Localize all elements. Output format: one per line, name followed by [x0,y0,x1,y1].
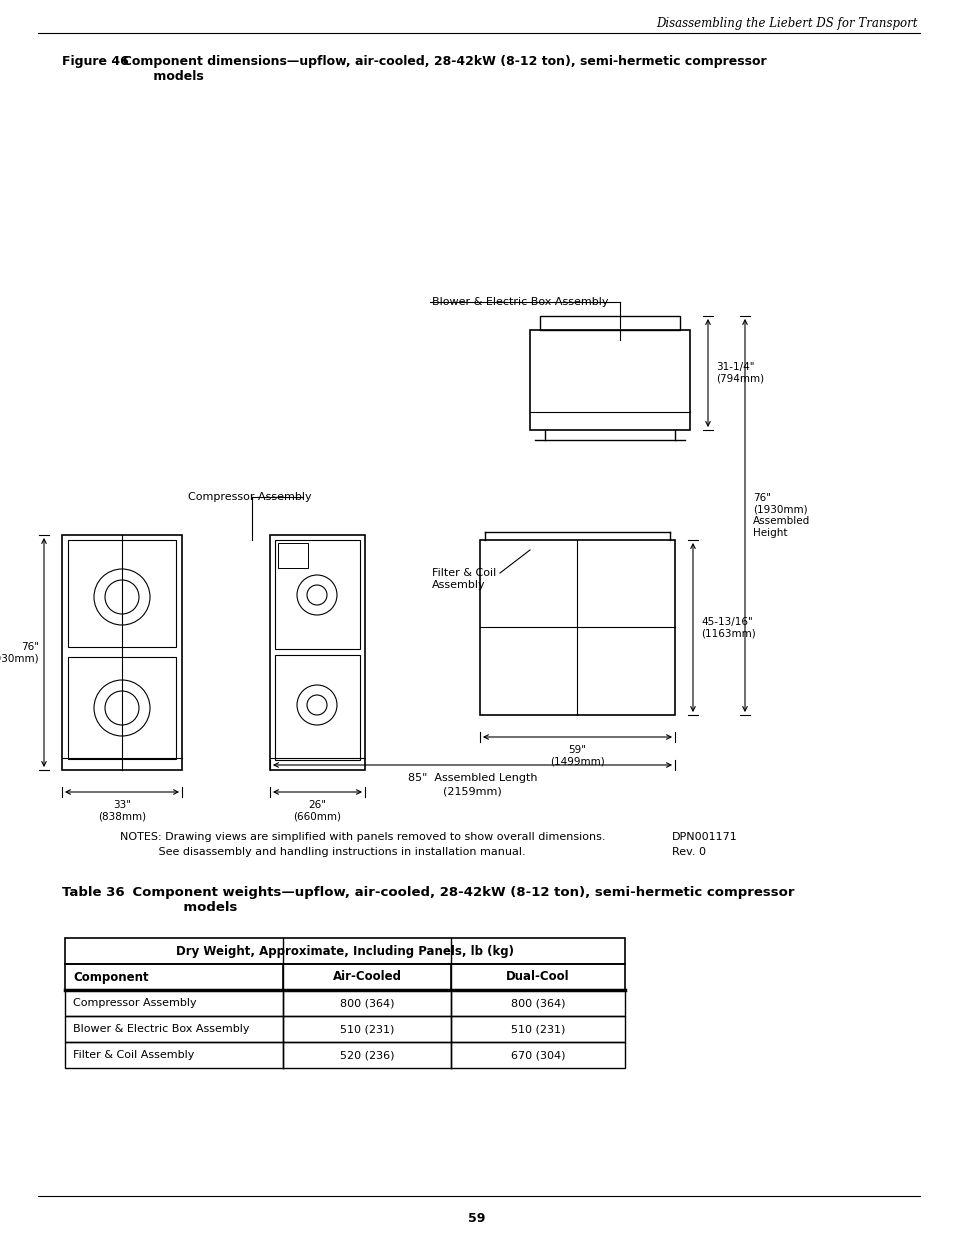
Text: Blower & Electric Box Assembly: Blower & Electric Box Assembly [432,296,608,308]
Text: DPN001171: DPN001171 [671,832,737,842]
Text: Filter & Coil Assembly: Filter & Coil Assembly [73,1050,194,1060]
Text: (2159mm): (2159mm) [442,787,501,797]
Text: 59"
(1499mm): 59" (1499mm) [550,745,604,767]
Text: Component: Component [73,971,149,983]
Bar [539,316,679,330]
Bar [65,965,624,990]
Text: 59: 59 [468,1212,485,1225]
Text: Filter & Coil
Assembly: Filter & Coil Assembly [432,568,496,589]
Bar [65,1042,624,1068]
Text: Disassembling the Liebert DS for Transport: Disassembling the Liebert DS for Transpo… [656,17,917,31]
Text: 670 (304): 670 (304) [510,1050,565,1060]
Bar [274,540,359,650]
Text: Blower & Electric Box Assembly: Blower & Electric Box Assembly [73,1024,250,1034]
Text: 800 (364): 800 (364) [339,998,394,1008]
Text: 76"
(1930mm): 76" (1930mm) [0,642,39,663]
Bar [65,1016,624,1042]
Bar [65,939,624,965]
Text: NOTES: Drawing views are simplified with panels removed to show overall dimensio: NOTES: Drawing views are simplified with… [120,832,605,842]
Text: 33"
(838mm): 33" (838mm) [98,800,146,821]
Text: Table 36: Table 36 [62,885,125,899]
Text: Rev. 0: Rev. 0 [671,847,705,857]
Bar [68,657,175,760]
Bar [274,655,359,760]
Bar [277,543,308,568]
Text: Dual-Cool: Dual-Cool [506,971,569,983]
Bar [479,540,675,715]
Text: Component dimensions—upflow, air-cooled, 28-42kW (8-12 ton), semi-hermetic compr: Component dimensions—upflow, air-cooled,… [113,56,766,83]
Bar [530,330,689,430]
Text: 26"
(660mm): 26" (660mm) [294,800,341,821]
Text: 510 (231): 510 (231) [510,1024,564,1034]
Bar [62,535,182,769]
Text: Compressor Assembly: Compressor Assembly [188,492,312,501]
Text: Compressor Assembly: Compressor Assembly [73,998,196,1008]
Text: Dry Weight, Approximate, Including Panels, lb (kg): Dry Weight, Approximate, Including Panel… [175,945,514,957]
Text: 85"  Assembled Length: 85" Assembled Length [407,773,537,783]
Text: Figure 46: Figure 46 [62,56,129,68]
Bar [65,990,624,1016]
Text: 520 (236): 520 (236) [339,1050,394,1060]
Text: Air-Cooled: Air-Cooled [333,971,401,983]
Text: 31-1/4"
(794mm): 31-1/4" (794mm) [716,362,763,384]
Bar [68,540,175,647]
Text: Component weights—upflow, air-cooled, 28-42kW (8-12 ton), semi-hermetic compress: Component weights—upflow, air-cooled, 28… [113,885,794,914]
Text: 76"
(1930mm)
Assembled
Height: 76" (1930mm) Assembled Height [752,493,809,538]
Text: 800 (364): 800 (364) [510,998,565,1008]
Text: 510 (231): 510 (231) [339,1024,394,1034]
Text: 45-13/16"
(1163mm): 45-13/16" (1163mm) [700,616,755,638]
Text: See disassembly and handling instructions in installation manual.: See disassembly and handling instruction… [120,847,525,857]
Bar [270,535,365,769]
